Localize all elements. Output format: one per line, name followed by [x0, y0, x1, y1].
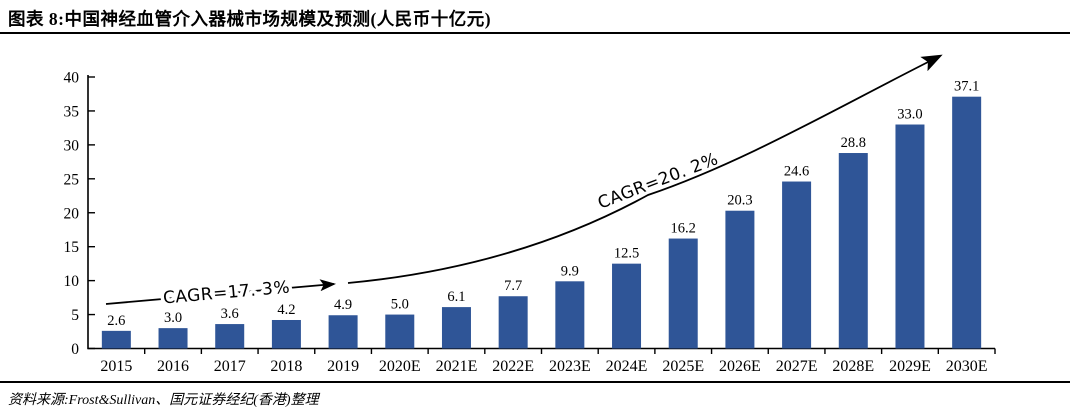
bar-value-label: 4.2	[277, 302, 295, 318]
x-tick-label: 2018	[270, 358, 302, 375]
bar-value-label: 28.8	[841, 135, 866, 151]
x-tick-label: 2025E	[662, 358, 704, 375]
bar-2024E	[612, 263, 642, 349]
x-tick-label: 2019	[327, 358, 359, 375]
y-tick-label: 25	[64, 171, 80, 188]
x-tick-label: 2017	[214, 358, 246, 375]
x-tick-label: 2015	[100, 358, 132, 375]
x-tick-label: 2030E	[946, 358, 988, 375]
footer-divider	[0, 381, 1070, 383]
y-tick-label: 15	[64, 239, 80, 256]
bar-2029E	[895, 124, 925, 349]
x-tick-label: 2024E	[606, 358, 648, 375]
bar-2018	[271, 319, 301, 349]
bar-2022E	[498, 296, 528, 349]
bar-value-label: 7.7	[504, 278, 522, 294]
cagr-label-2: CAGR=20. 2%	[595, 149, 721, 213]
title-divider	[0, 32, 1070, 34]
y-tick-label: 5	[71, 307, 79, 324]
y-tick-label: 30	[64, 137, 80, 154]
x-tick-label: 2027E	[776, 358, 818, 375]
x-tick-label: 2026E	[719, 358, 761, 375]
cagr-curve-2	[347, 54, 943, 284]
bar-value-label: 33.0	[897, 107, 922, 123]
bar-value-label: 4.9	[334, 297, 352, 313]
bar-value-label: 16.2	[671, 221, 696, 237]
bar-value-label: 3.6	[221, 306, 239, 322]
x-tick-label: 2020E	[379, 358, 421, 375]
bar-2028E	[838, 153, 868, 349]
bar-2023E	[555, 281, 585, 349]
bar-value-label: 5.0	[391, 297, 409, 313]
bar-2030E	[952, 96, 982, 349]
bar-value-label: 37.1	[954, 79, 979, 95]
bar-2025E	[668, 238, 698, 349]
bar-chart: 0 5 10 15 20 25 30 35 40 2.6 2015 3.0 2016 3.6 2017 4.2…	[0, 40, 1070, 378]
bar-value-label: 24.6	[784, 164, 809, 180]
x-tick-label: 2028E	[832, 358, 874, 375]
y-tick-label: 10	[64, 273, 80, 290]
y-tick-label: 0	[71, 341, 79, 358]
bar-2016	[158, 328, 188, 349]
cagr-arrow-1	[105, 279, 336, 305]
bar-2021E	[441, 307, 471, 349]
bar-value-label: 12.5	[614, 246, 639, 262]
x-tick-label: 2029E	[889, 358, 931, 375]
bar-2020E	[385, 314, 415, 349]
bar-value-label: 9.9	[561, 263, 579, 279]
bar-2017	[215, 324, 245, 349]
source-note: 资料来源:Frost&Sullivan、国元证券经纪(香港)整理	[8, 393, 319, 408]
bar-2019	[328, 315, 358, 349]
y-tick-label: 20	[64, 205, 80, 222]
bar-value-label: 2.6	[107, 313, 125, 329]
bar-value-label: 20.3	[727, 193, 752, 209]
bar-chart-canvas: 0 5 10 15 20 25 30 35 40 2.6 2015 3.0 2016 3.6 2017 4.2…	[64, 54, 996, 375]
cagr-label-1: CAGR=17. 3%	[162, 278, 291, 309]
x-tick-label: 2016	[157, 358, 189, 375]
y-tick-label: 35	[64, 103, 80, 120]
x-tick-label: 2022E	[492, 358, 534, 375]
bar-value-label: 3.0	[164, 310, 182, 326]
bar-2026E	[725, 210, 755, 349]
bar-2015	[101, 330, 131, 349]
x-tick-label: 2023E	[549, 358, 591, 375]
figure-title: 图表 8:中国神经血管介入器械市场规模及预测(人民币十亿元)	[8, 9, 492, 29]
bar-value-label: 6.1	[447, 289, 465, 305]
bar-2027E	[782, 181, 812, 349]
x-tick-label: 2021E	[436, 358, 478, 375]
y-tick-label: 40	[64, 70, 80, 87]
